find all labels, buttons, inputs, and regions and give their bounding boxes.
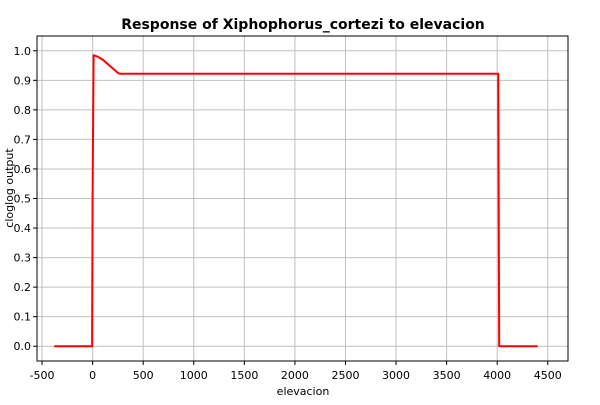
grid	[37, 36, 568, 361]
y-tick-label: 1.0	[14, 45, 32, 58]
x-tick-label: 4500	[534, 369, 562, 382]
x-tick-label: 3500	[433, 369, 461, 382]
y-tick-label: 0.6	[14, 163, 32, 176]
x-tick-label: 4000	[483, 369, 511, 382]
series-layer	[54, 54, 538, 348]
y-tick-label: 0.5	[14, 193, 32, 206]
x-tick-label: 2000	[281, 369, 309, 382]
x-tick-label: 1500	[230, 369, 258, 382]
y-tick-label: 0.1	[14, 311, 32, 324]
x-tick-label: -500	[30, 369, 55, 382]
plot-frame	[36, 35, 569, 362]
x-tick-label: 2500	[331, 369, 359, 382]
chart-title: Response of Xiphophorus_cortezi to eleva…	[121, 17, 485, 33]
x-tick-label: 3000	[382, 369, 410, 382]
y-tick-label: 0.4	[14, 222, 32, 235]
y-tick-label: 0.8	[14, 104, 32, 117]
y-tick-label: 0.7	[14, 133, 32, 146]
x-axis: -500 0 500 1000 1500 2000 2500 3000 3500 4000 4500	[30, 361, 562, 382]
x-tick-label: 500	[133, 369, 154, 382]
y-tick-label: 0.9	[14, 74, 32, 87]
y-axis-label: cloglog output	[3, 148, 16, 228]
series-line-0	[54, 54, 538, 348]
y-tick-label: 0.2	[14, 281, 32, 294]
y-axis: 0.0 0.1 0.2 0.3 0.4 0.5 0.6 0.7 0.8 0.9 1.0	[14, 45, 37, 353]
x-tick-label: 0	[89, 369, 96, 382]
y-tick-label: 0.0	[14, 340, 32, 353]
y-tick-label: 0.3	[14, 252, 32, 265]
x-axis-label: elevacion	[277, 385, 330, 398]
x-tick-label: 1000	[180, 369, 208, 382]
